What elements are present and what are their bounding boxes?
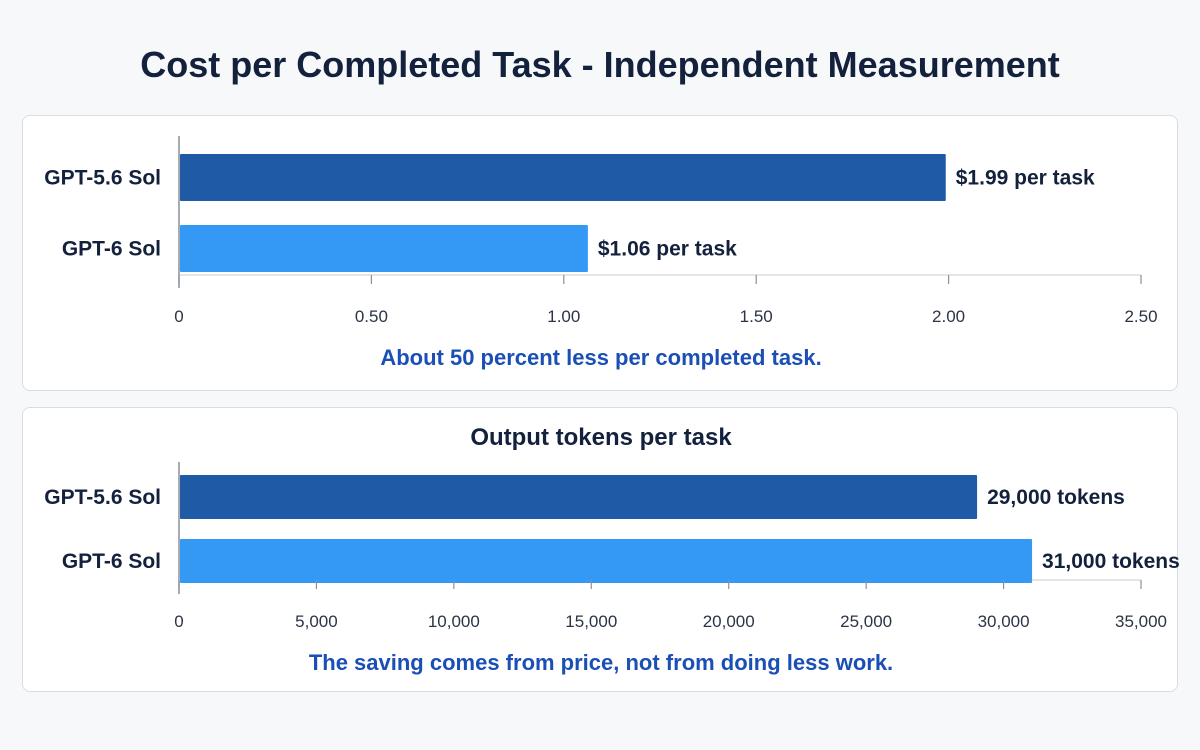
tokens-tick-label: 0 [174, 612, 183, 631]
tokens-tick-label: 10,000 [428, 612, 480, 631]
tokens-category-label: GPT-6 Sol [62, 550, 161, 573]
cost-category-label: GPT-6 Sol [62, 238, 161, 261]
tokens-bar-gpt-6-sol [180, 539, 1033, 583]
cost-tick-label: 0 [174, 307, 183, 326]
page-title: Cost per Completed Task - Independent Me… [140, 44, 1060, 85]
cost-tick-label: 1.00 [547, 307, 580, 326]
cost-tick-label: 2.00 [932, 307, 965, 326]
cost-annotation: About 50 percent less per completed task… [380, 345, 821, 370]
tokens-tick-label: 15,000 [565, 612, 617, 631]
cost-tick-label: 2.50 [1124, 307, 1157, 326]
cost-value-label: $1.99 per task [956, 167, 1095, 190]
cost-chart-panel: GPT-5.6 Sol $1.99 per task GPT-6 Sol $1.06 … [22, 115, 1178, 391]
tokens-tick-label: 30,000 [978, 612, 1030, 631]
tokens-tick-label: 5,000 [295, 612, 338, 631]
tokens-value-label: 29,000 tokens [987, 486, 1125, 509]
tokens-annotation: The saving comes from price, not from do… [309, 650, 893, 675]
tokens-chart-title: Output tokens per task [470, 424, 732, 451]
cost-bar-gpt-5-6-sol [180, 154, 946, 201]
tokens-tick-label: 35,000 [1115, 612, 1167, 631]
cost-bar-gpt-6-sol [180, 225, 588, 272]
cost-category-label: GPT-5.6 Sol [44, 167, 161, 190]
cost-value-label: $1.06 per task [598, 238, 737, 261]
tokens-chart-panel: Output tokens per task GPT-5.6 Sol 29,000 … [22, 407, 1179, 692]
tokens-category-label: GPT-5.6 Sol [44, 486, 161, 509]
cost-bar-chart: GPT-5.6 Sol $1.99 per task GPT-6 Sol $1.06 … [44, 136, 1158, 370]
tokens-tick-label: 20,000 [703, 612, 755, 631]
cost-tick-label: 0.50 [355, 307, 388, 326]
tokens-value-label: 31,000 tokens [1042, 550, 1179, 573]
tokens-tick-label: 25,000 [840, 612, 892, 631]
tokens-bar-gpt-5-6-sol [180, 475, 978, 519]
cost-tick-label: 1.50 [740, 307, 773, 326]
tokens-bar-chart: Output tokens per task GPT-5.6 Sol 29,000 … [44, 424, 1179, 675]
